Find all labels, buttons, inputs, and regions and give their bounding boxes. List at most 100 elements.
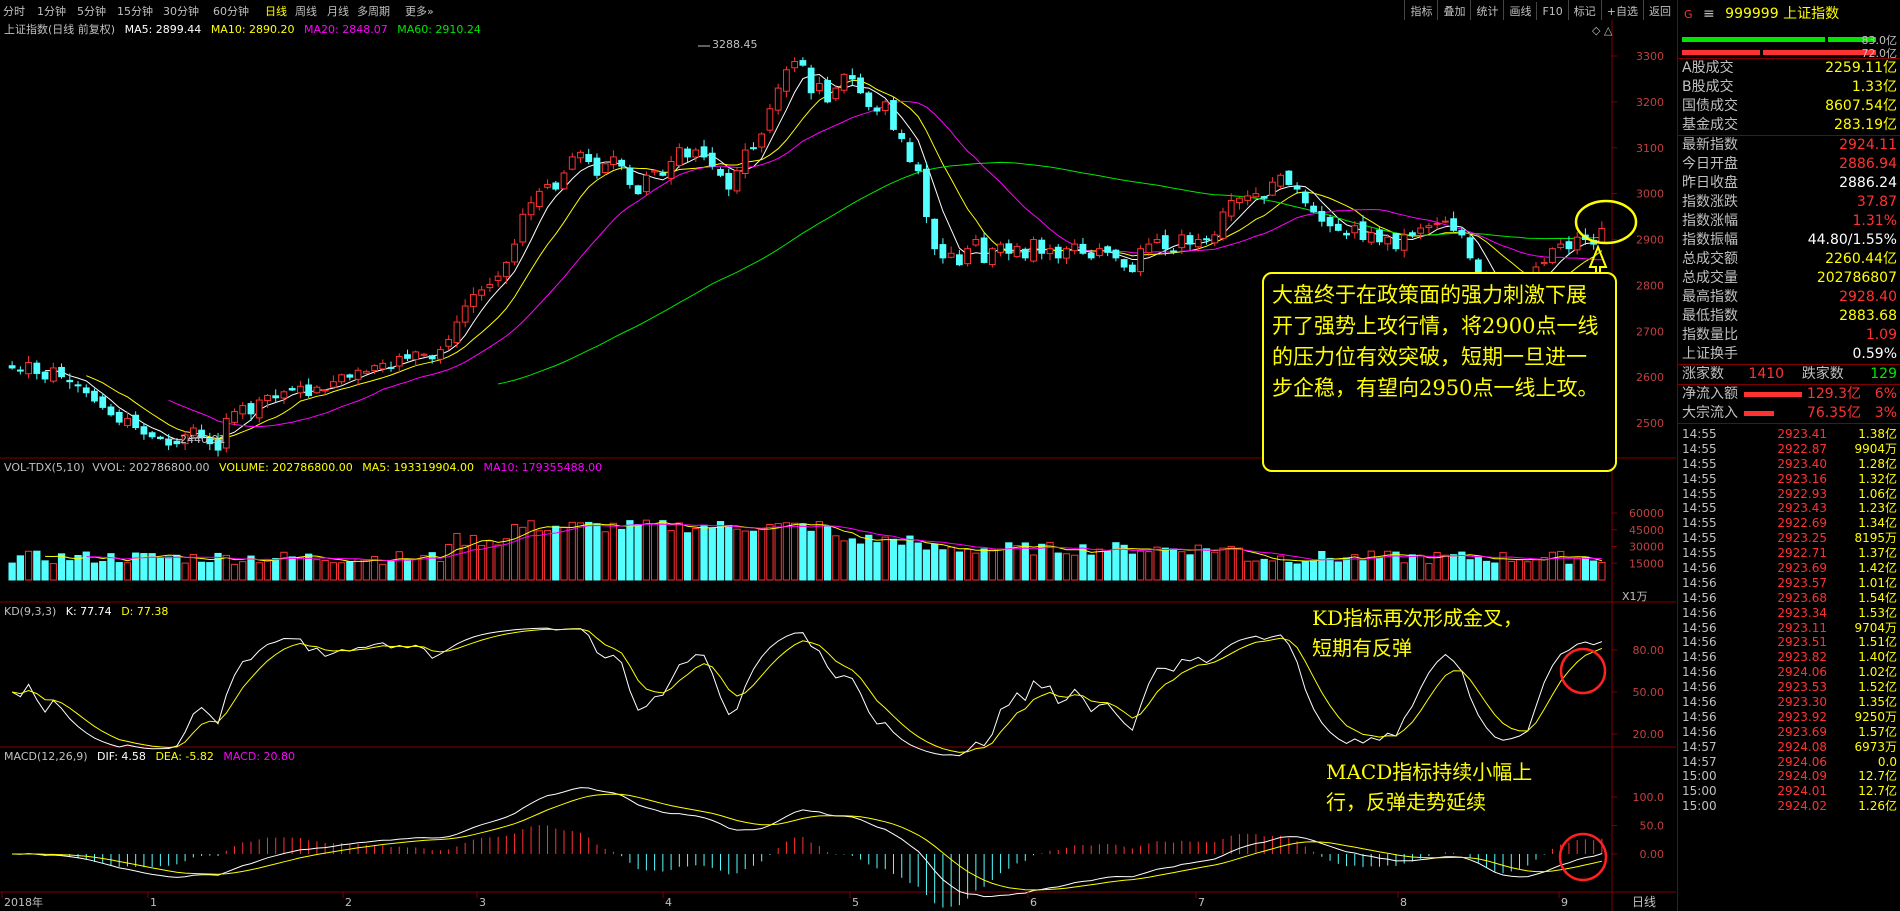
volume-bar — [1260, 558, 1268, 581]
candle — [1145, 238, 1153, 257]
tool-button-1[interactable]: 叠加 — [1437, 0, 1470, 22]
volume-bar — [873, 542, 881, 581]
tab-5[interactable]: 60分钟 — [213, 5, 249, 18]
volume-bar — [486, 540, 494, 581]
tool-button-3[interactable]: 画线 — [1503, 0, 1536, 22]
candle — [544, 179, 551, 190]
candle — [387, 361, 395, 372]
diamond-icon[interactable]: ◇ — [1592, 24, 1601, 37]
tab-2[interactable]: 5分钟 — [77, 5, 106, 18]
volume-bar — [90, 562, 99, 581]
tick-row: 14:55 2923.40 1.28亿 — [1682, 456, 1897, 471]
volume-bar — [436, 560, 445, 581]
volume-bar — [1359, 560, 1367, 581]
tool-button-7[interactable]: 返回 — [1643, 0, 1676, 22]
volume-bar — [791, 522, 799, 581]
volume-bar — [1334, 561, 1342, 581]
quote-header: G ≡ 999999 上证指数 — [1678, 0, 1900, 28]
vol-ma10-line — [86, 523, 1602, 562]
stat-row: 最低指数 2883.68 — [1682, 308, 1897, 324]
volume-bar — [1194, 544, 1202, 581]
candle — [189, 424, 197, 438]
volume-bar — [1219, 547, 1227, 581]
tab-6[interactable]: 日线 — [265, 5, 287, 18]
volume-bar — [1491, 562, 1499, 581]
volume-bar — [403, 559, 412, 581]
candle — [272, 389, 280, 403]
tool-button-2[interactable]: 统计 — [1470, 0, 1503, 22]
volume-bar — [1581, 556, 1590, 581]
volume-bar — [700, 524, 708, 581]
tab-9[interactable]: 多周期 — [357, 5, 390, 18]
candle — [873, 105, 881, 116]
volume-bar — [980, 548, 988, 581]
volume-bar — [618, 528, 626, 581]
candle — [634, 184, 642, 195]
candle — [1013, 243, 1021, 259]
tab-7[interactable]: 周线 — [295, 5, 317, 18]
tool-button-4[interactable]: F10 — [1536, 2, 1567, 21]
vol-ma5-line — [45, 521, 1603, 563]
candle — [1194, 233, 1202, 252]
candle — [766, 103, 774, 134]
candle — [1269, 177, 1276, 197]
stat-row: 指数涨幅 1.31% — [1682, 213, 1897, 229]
candle — [914, 162, 922, 175]
tick-list[interactable]: 14:55 2923.41 1.38亿 14:55 2922.87 9904万 14:55 2… — [1678, 424, 1900, 814]
candle — [82, 384, 90, 398]
tab-10[interactable]: 更多» — [405, 5, 434, 18]
inflow-row: 净流入额 129.3亿 6% — [1682, 386, 1897, 402]
candle — [577, 150, 584, 163]
tool-button-0[interactable]: 指标 — [1404, 0, 1437, 22]
up-triangle-icon[interactable]: △ — [1604, 24, 1613, 37]
chart-toolbar: 指标 叠加 统计 画线 F10 标记 +自选 返回 — [1404, 0, 1676, 22]
volume-bar — [395, 551, 403, 581]
tab-3[interactable]: 15分钟 — [117, 5, 153, 18]
volume-bar — [716, 521, 725, 581]
price-tick: 3100 — [1636, 142, 1664, 155]
volume-bar — [164, 556, 173, 581]
price-tick: 2900 — [1636, 234, 1664, 247]
menu-icon[interactable]: ≡ — [1702, 6, 1715, 22]
candle — [313, 385, 321, 394]
volume-bar — [1433, 552, 1441, 581]
volume-bar — [510, 524, 519, 581]
candle — [1334, 218, 1342, 232]
volume-bar — [197, 561, 206, 581]
tab-8[interactable]: 月线 — [327, 5, 349, 18]
volume-bar — [33, 550, 41, 581]
volume-bar — [807, 530, 815, 581]
candle — [1120, 258, 1128, 271]
tick-row: 14:56 2923.11 9704万 — [1682, 620, 1897, 635]
volume-bar — [1474, 556, 1482, 581]
volume-bar — [865, 534, 873, 581]
volume-bar — [57, 553, 66, 581]
tool-button-5[interactable]: 标记 — [1567, 0, 1601, 22]
candle — [1227, 193, 1235, 221]
date-label: 2018年 — [4, 895, 43, 909]
volume-bar — [963, 548, 972, 581]
tab-4[interactable]: 30分钟 — [163, 5, 199, 18]
volume-bar — [412, 558, 420, 581]
volume-bar — [898, 544, 906, 581]
volume-bar — [823, 525, 832, 581]
tool-button-6[interactable]: +自选 — [1600, 0, 1643, 22]
candle — [1170, 248, 1177, 255]
volume-bar — [749, 530, 758, 581]
candle — [1161, 229, 1169, 256]
candle — [799, 57, 807, 67]
candle — [412, 350, 420, 367]
period-axis-button[interactable]: 日线 — [1632, 895, 1656, 909]
tab-0[interactable]: 分时 — [3, 5, 25, 18]
volume-bar — [354, 558, 362, 581]
tab-1[interactable]: 1分钟 — [37, 5, 66, 18]
candle — [214, 432, 222, 457]
candle — [552, 180, 560, 192]
group-marker[interactable]: G — [1684, 8, 1693, 21]
volume-bar — [469, 534, 478, 581]
candle — [519, 208, 527, 247]
stat-row: 指数量比 1.09 — [1682, 327, 1897, 343]
volume-bar — [263, 559, 272, 581]
volume-bar — [947, 546, 955, 581]
candle — [1112, 248, 1120, 262]
